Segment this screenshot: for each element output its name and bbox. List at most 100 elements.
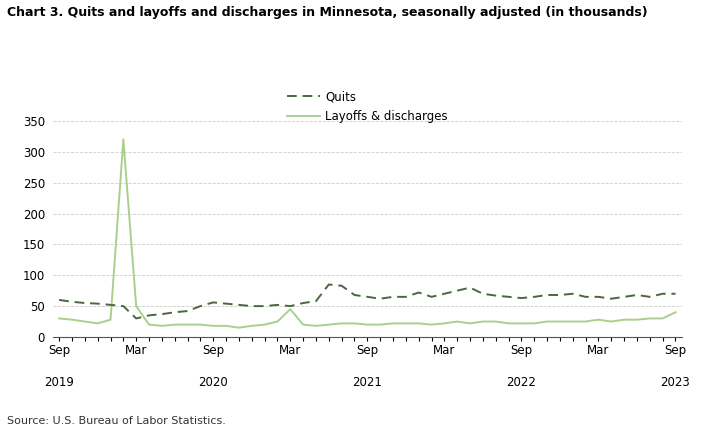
Quits xyxy=(427,294,436,299)
Quits xyxy=(594,294,602,299)
Quits xyxy=(659,291,667,296)
Quits xyxy=(491,293,500,298)
Layoffs & discharges xyxy=(145,322,153,327)
Layoffs & discharges xyxy=(311,323,320,328)
Layoffs & discharges xyxy=(645,316,654,321)
Quits xyxy=(81,300,89,305)
Quits xyxy=(376,296,385,301)
Quits xyxy=(543,292,551,298)
Layoffs & discharges xyxy=(389,321,397,326)
Quits xyxy=(581,294,590,299)
Layoffs & discharges xyxy=(350,321,359,326)
Layoffs & discharges xyxy=(299,322,307,327)
Layoffs & discharges xyxy=(222,323,231,328)
Quits xyxy=(645,294,654,299)
Quits xyxy=(209,300,217,305)
Quits xyxy=(453,288,461,293)
Layoffs & discharges xyxy=(81,319,89,324)
Text: Source: U.S. Bureau of Labor Statistics.: Source: U.S. Bureau of Labor Statistics. xyxy=(7,416,226,426)
Layoffs & discharges xyxy=(337,321,346,326)
Layoffs & discharges xyxy=(286,307,295,312)
Quits xyxy=(504,294,512,299)
Quits xyxy=(311,299,320,304)
Layoffs & discharges xyxy=(171,322,179,327)
Quits xyxy=(183,308,192,314)
Layoffs & discharges xyxy=(479,319,487,324)
Layoffs & discharges xyxy=(235,325,243,330)
Quits xyxy=(530,294,538,299)
Text: 2022: 2022 xyxy=(506,376,536,389)
Layoffs & discharges xyxy=(453,319,461,324)
Quits xyxy=(517,295,526,301)
Quits xyxy=(196,304,205,309)
Layoffs & discharges xyxy=(427,322,436,327)
Quits xyxy=(415,290,423,295)
Quits xyxy=(145,313,153,318)
Quits xyxy=(55,297,63,302)
Quits xyxy=(67,299,76,305)
Layoffs & discharges xyxy=(569,319,577,324)
Quits xyxy=(235,302,243,308)
Quits xyxy=(671,291,680,296)
Layoffs & discharges xyxy=(209,323,217,328)
Quits xyxy=(247,304,256,309)
Layoffs & discharges xyxy=(555,319,564,324)
Text: Chart 3. Quits and layoffs and discharges in Minnesota, seasonally adjusted (in : Chart 3. Quits and layoffs and discharge… xyxy=(7,6,647,19)
Quits xyxy=(93,301,102,306)
Layoffs & discharges xyxy=(157,323,166,328)
Layoffs & discharges xyxy=(671,310,680,315)
Quits xyxy=(466,285,475,290)
Layoffs & discharges xyxy=(415,321,423,326)
Layoffs & discharges xyxy=(93,321,102,326)
Layoffs & discharges xyxy=(466,321,475,326)
Quits xyxy=(157,311,166,317)
Layoffs & discharges xyxy=(594,317,602,322)
Quits xyxy=(350,292,359,298)
Quits xyxy=(620,294,628,299)
Quits xyxy=(389,294,397,299)
Text: 2021: 2021 xyxy=(352,376,382,389)
Quits xyxy=(337,283,346,288)
Quits xyxy=(440,291,449,296)
Layoffs & discharges xyxy=(491,319,500,324)
Quits xyxy=(222,301,231,306)
Line: Layoffs & discharges: Layoffs & discharges xyxy=(59,140,676,328)
Quits xyxy=(401,294,410,299)
Quits xyxy=(171,310,179,315)
Layoffs & discharges xyxy=(247,323,256,328)
Quits xyxy=(106,302,115,308)
Quits xyxy=(273,302,282,308)
Layoffs & discharges xyxy=(183,322,192,327)
Quits xyxy=(479,291,487,296)
Layoffs & discharges xyxy=(607,319,616,324)
Quits xyxy=(260,304,269,309)
Layoffs & discharges xyxy=(260,322,269,327)
Quits xyxy=(555,292,564,298)
Layoffs & discharges xyxy=(196,322,205,327)
Layoffs & discharges xyxy=(106,317,115,322)
Layoffs & discharges xyxy=(273,319,282,324)
Layoffs & discharges xyxy=(530,321,538,326)
Layoffs & discharges xyxy=(517,321,526,326)
Layoffs & discharges xyxy=(119,137,127,142)
Layoffs & discharges xyxy=(376,322,385,327)
Text: 2020: 2020 xyxy=(198,376,228,389)
Layoffs & discharges xyxy=(504,321,512,326)
Line: Quits: Quits xyxy=(59,285,676,318)
Quits xyxy=(286,304,295,309)
Layoffs & discharges xyxy=(132,304,141,309)
Layoffs & discharges xyxy=(659,316,667,321)
Layoffs & discharges xyxy=(67,317,76,322)
Quits xyxy=(363,294,371,299)
Quits xyxy=(569,291,577,296)
Text: 2019: 2019 xyxy=(44,376,74,389)
Layoffs & discharges xyxy=(633,317,641,322)
Layoffs & discharges xyxy=(543,319,551,324)
Quits xyxy=(299,300,307,305)
Layoffs & discharges xyxy=(620,317,628,322)
Quits xyxy=(607,296,616,301)
Quits xyxy=(132,316,141,321)
Layoffs & discharges xyxy=(440,321,449,326)
Layoffs & discharges xyxy=(325,322,333,327)
Legend: Quits, Layoffs & discharges: Quits, Layoffs & discharges xyxy=(287,90,448,123)
